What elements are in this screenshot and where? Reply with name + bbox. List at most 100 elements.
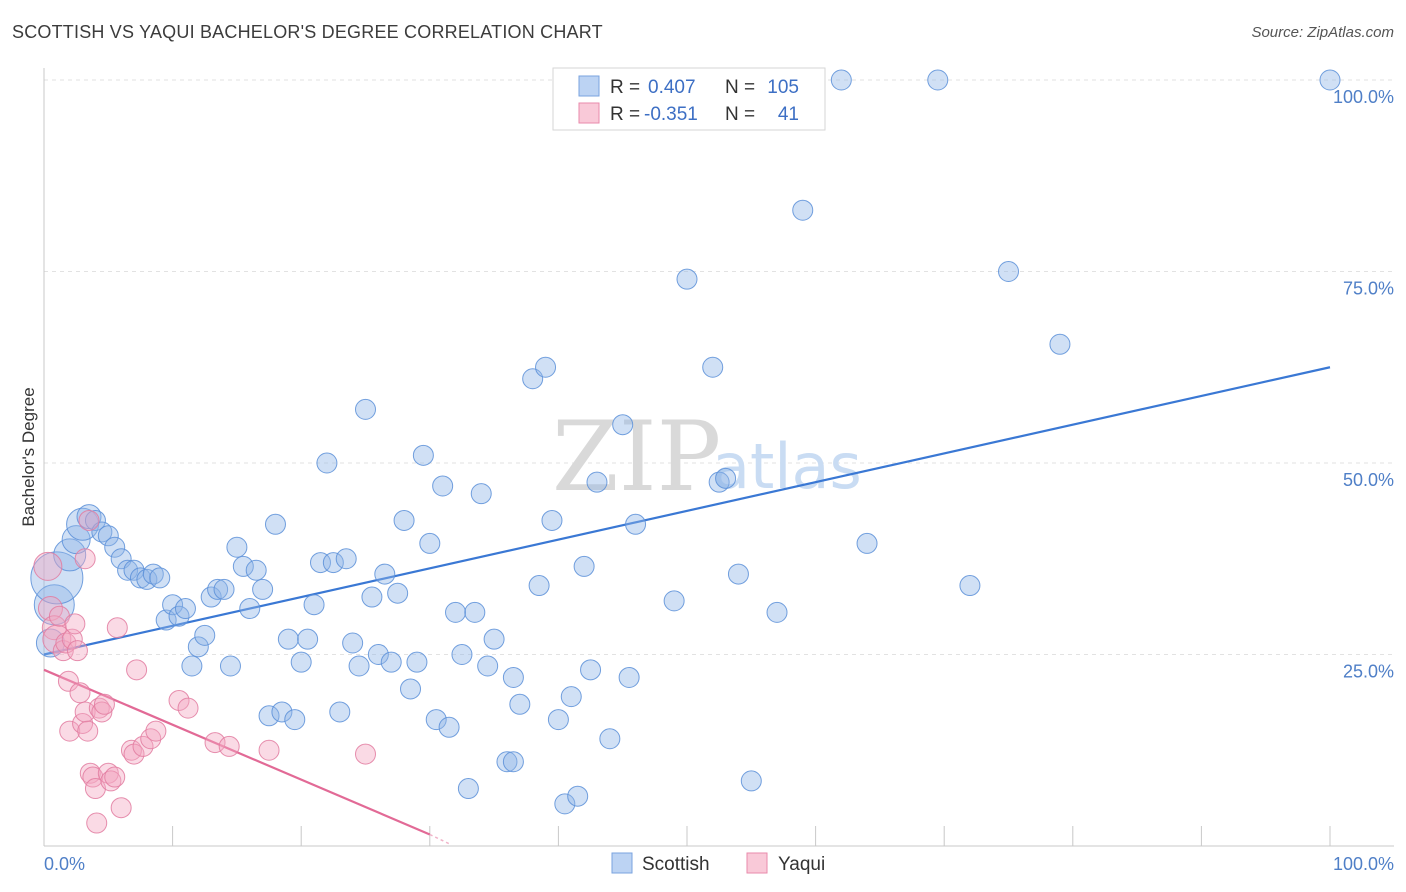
scottish-point-10 xyxy=(104,536,126,558)
legend: R = 0.407 N = 105 R = -0.351 N = 41 xyxy=(552,67,826,131)
yaqui-point-25 xyxy=(97,762,119,784)
yaqui-point-23 xyxy=(74,548,96,570)
scottish-point-30 xyxy=(232,555,254,577)
legend-n-value-scottish: 105 xyxy=(767,77,799,98)
scottish-point-93 xyxy=(715,467,737,489)
scottish-point-95 xyxy=(740,770,762,792)
scottish-point-98 xyxy=(830,69,852,91)
scottish-point-96 xyxy=(766,601,788,623)
yaqui-trend-extension xyxy=(429,833,450,845)
scottish-point-64 xyxy=(451,644,473,665)
legend-swatch-yaqui xyxy=(578,102,600,124)
scottish-point-92 xyxy=(708,471,730,493)
scottish-point-104 xyxy=(1319,69,1341,91)
scottish-point-17 xyxy=(149,567,171,589)
scottish-point-53 xyxy=(380,651,402,673)
watermark-zip: ZIP xyxy=(552,401,721,513)
y-tick-label-3: 100.0% xyxy=(1333,87,1394,107)
scottish-point-24 xyxy=(194,624,216,646)
chart-title: SCOTTISH VS YAQUI BACHELOR'S DEGREE CORR… xyxy=(12,22,603,42)
bottom-legend-swatch-yaqui xyxy=(746,852,768,874)
yaqui-point-21 xyxy=(91,701,113,723)
scottish-point-2 xyxy=(30,551,84,605)
yaqui-point-9 xyxy=(61,628,83,650)
yaqui-point-28 xyxy=(106,617,128,639)
scottish-point-42 xyxy=(309,552,331,574)
scottish-point-35 xyxy=(264,513,286,535)
scottish-point-85 xyxy=(599,728,621,750)
scottish-point-36 xyxy=(271,701,293,723)
yaqui-point-38 xyxy=(204,732,226,754)
scottish-point-55 xyxy=(393,509,415,531)
scottish-point-43 xyxy=(316,452,338,474)
yaqui-point-27 xyxy=(104,766,126,788)
scottish-point-69 xyxy=(483,628,505,650)
scottish-point-56 xyxy=(400,678,422,700)
yaqui-point-18 xyxy=(84,778,106,800)
scottish-point-99 xyxy=(856,532,878,554)
scottish-point-60 xyxy=(425,709,447,731)
scottish-trend-line xyxy=(43,366,1331,656)
scottish-point-33 xyxy=(252,578,274,600)
yaqui-point-22 xyxy=(93,693,115,715)
scottish-point-31 xyxy=(239,598,261,620)
scottish-point-81 xyxy=(567,785,589,807)
scottish-point-52 xyxy=(374,563,396,585)
y-axis-label: Bachelor's Degree xyxy=(19,387,38,526)
yaqui-point-33 xyxy=(132,735,154,757)
scottish-point-80 xyxy=(560,686,582,708)
x-ticks xyxy=(172,826,1331,846)
scottish-point-9 xyxy=(97,525,119,547)
scottish-point-67 xyxy=(470,483,492,505)
scottish-point-26 xyxy=(207,578,229,600)
scottish-point-28 xyxy=(219,655,241,677)
axes xyxy=(43,68,1394,847)
bottom-legend-label-scottish: Scottish xyxy=(642,854,710,875)
legend-swatch-scottish xyxy=(578,75,600,97)
scottish-point-49 xyxy=(355,398,376,420)
scottish-point-75 xyxy=(528,575,550,597)
yaqui-point-2 xyxy=(41,615,67,641)
scottish-point-77 xyxy=(541,509,563,531)
yaqui-point-12 xyxy=(69,682,91,704)
legend-n-value-yaqui: 41 xyxy=(778,104,799,125)
scottish-point-45 xyxy=(329,701,351,723)
yaqui-point-29 xyxy=(110,797,132,819)
scottish-point-63 xyxy=(445,601,467,623)
scottish-point-16 xyxy=(142,563,164,585)
scottish-point-68 xyxy=(477,655,499,677)
yaqui-point-32 xyxy=(126,659,148,681)
yaqui-point-7 xyxy=(57,670,79,692)
yaqui-point-31 xyxy=(123,743,145,765)
scottish-point-19 xyxy=(162,594,184,616)
scottish-point-97 xyxy=(792,199,814,221)
bottom-legend-label-yaqui: Yaqui xyxy=(778,854,825,875)
scottish-point-22 xyxy=(181,655,203,677)
bottom-legend: Scottish Yaqui xyxy=(611,852,825,875)
legend-r-value-scottish: 0.407 xyxy=(648,77,696,98)
scottish-point-86 xyxy=(612,414,634,436)
yaqui-point-30 xyxy=(120,739,142,761)
scottish-point-57 xyxy=(406,651,428,673)
y-tick-label-0: 25.0% xyxy=(1343,662,1394,682)
scottish-point-72 xyxy=(502,666,524,688)
scottish-point-65 xyxy=(457,778,479,800)
scottish-point-46 xyxy=(335,548,357,570)
scottish-point-88 xyxy=(625,513,647,535)
scottish-point-37 xyxy=(277,628,299,650)
scottish-point-61 xyxy=(432,475,454,497)
scottish-point-91 xyxy=(702,356,724,378)
yaqui-point-6 xyxy=(55,632,77,654)
y-tick-labels: 25.0% 50.0% 75.0% 100.0% xyxy=(1333,87,1394,682)
data-points xyxy=(30,69,1341,834)
yaqui-point-0 xyxy=(33,551,63,581)
scottish-point-87 xyxy=(618,666,640,688)
yaqui-point-24 xyxy=(78,509,100,531)
chart-source: Source: ZipAtlas.com xyxy=(1251,24,1394,41)
scottish-point-76 xyxy=(535,356,557,378)
yaqui-point-35 xyxy=(145,720,167,742)
legend-r-label-scottish: R = xyxy=(610,77,640,98)
scottish-point-34 xyxy=(258,705,280,727)
scottish-point-7 xyxy=(84,509,106,531)
